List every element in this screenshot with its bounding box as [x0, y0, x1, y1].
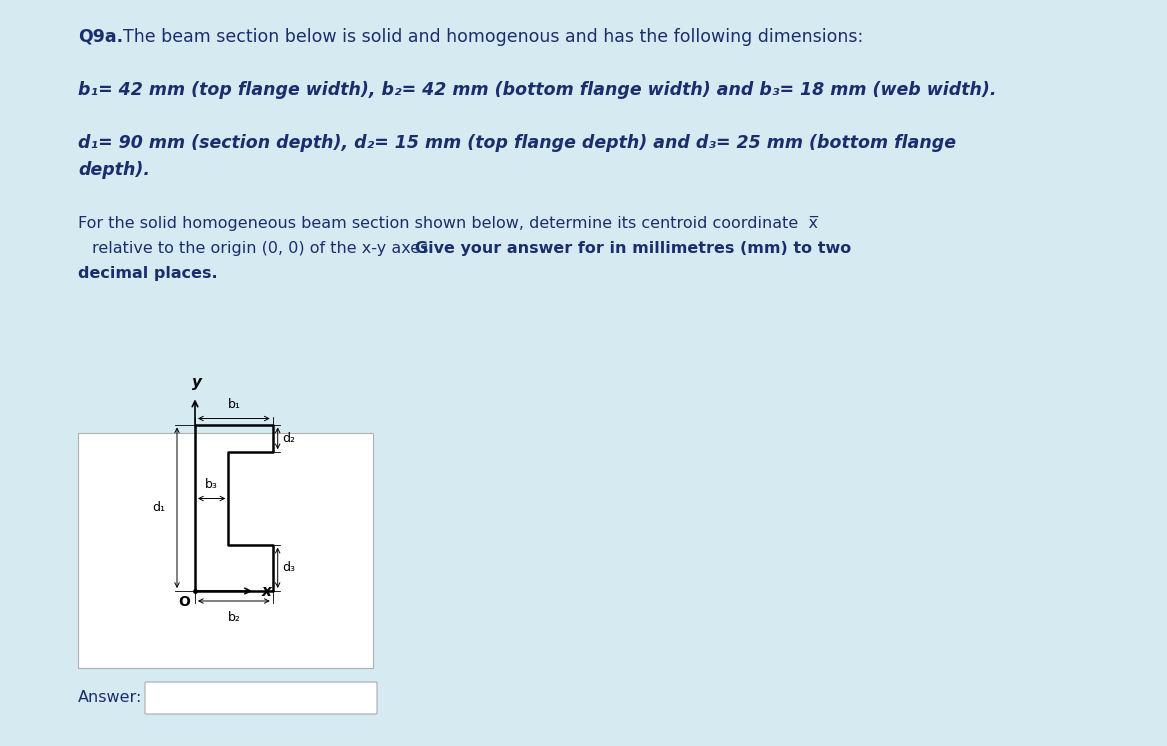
Text: The beam section below is solid and homogenous and has the following dimensions:: The beam section below is solid and homo… [123, 28, 864, 46]
Text: d₃: d₃ [282, 562, 295, 574]
Text: b₂: b₂ [228, 611, 240, 624]
Bar [78, 433, 373, 668]
Text: d₁: d₁ [152, 501, 165, 514]
Text: For the solid homogeneous beam section shown below, determine its centroid coord: For the solid homogeneous beam section s… [78, 216, 818, 231]
Text: d₂: d₂ [282, 432, 295, 445]
Text: x: x [263, 583, 272, 598]
Text: b₃: b₃ [205, 478, 218, 492]
Text: d₁= 90 mm (section depth), d₂= 15 mm (top flange depth) and d₃= 25 mm (bottom fl: d₁= 90 mm (section depth), d₂= 15 mm (to… [78, 134, 956, 152]
Text: b₁= 42 mm (top flange width), b₂= 42 mm (bottom flange width) and b₃= 18 mm (web: b₁= 42 mm (top flange width), b₂= 42 mm … [78, 81, 997, 99]
Text: depth).: depth). [78, 161, 151, 179]
Text: Give your answer for in millimetres (mm) to two: Give your answer for in millimetres (mm)… [415, 241, 851, 256]
Text: relative to the origin (0, 0) of the x-y axes.: relative to the origin (0, 0) of the x-y… [92, 241, 439, 256]
Text: Answer:: Answer: [78, 691, 142, 706]
Text: b₁: b₁ [228, 398, 240, 410]
FancyBboxPatch shape [145, 682, 377, 714]
Text: Q9a.: Q9a. [78, 28, 124, 46]
Text: O: O [179, 595, 190, 609]
Text: y: y [193, 374, 202, 389]
Text: decimal places.: decimal places. [78, 266, 217, 281]
